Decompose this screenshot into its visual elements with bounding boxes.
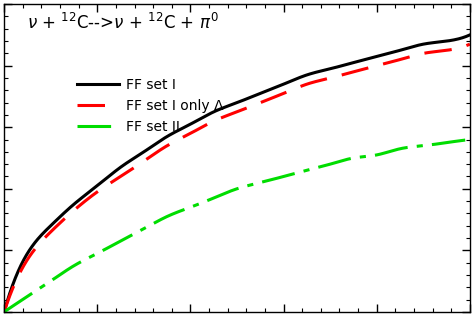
FF set I [456, 37, 462, 41]
FF set II [467, 138, 473, 142]
FF set I only Δ [225, 113, 231, 117]
FF set I only Δ [222, 114, 228, 118]
FF set I [253, 93, 259, 97]
Text: $\nu$ + $^{12}$C-->$\nu$ + $^{12}$C + $\pi^0$: $\nu$ + $^{12}$C-->$\nu$ + $^{12}$C + $\… [27, 13, 219, 33]
FF set I [279, 83, 284, 87]
FF set I only Δ [1, 310, 7, 314]
FF set I only Δ [467, 42, 473, 46]
FF set I only Δ [383, 61, 389, 65]
FF set I [1, 310, 7, 314]
FF set II [1, 310, 7, 314]
Legend: FF set I, FF set I only Δ, FF set II: FF set I, FF set I only Δ, FF set II [72, 73, 229, 140]
FF set II [253, 182, 259, 185]
Line: FF set I only Δ: FF set I only Δ [4, 44, 470, 312]
FF set II [456, 139, 462, 143]
Line: FF set II: FF set II [4, 140, 470, 312]
FF set I [222, 105, 228, 109]
FF set II [383, 151, 389, 155]
FF set I [383, 52, 389, 56]
FF set I [225, 104, 231, 108]
FF set II [222, 191, 228, 195]
FF set I only Δ [456, 46, 462, 50]
FF set II [279, 175, 284, 179]
Line: FF set I: FF set I [4, 35, 470, 312]
FF set I only Δ [253, 102, 259, 106]
FF set I only Δ [279, 92, 284, 96]
FF set I [467, 33, 473, 37]
FF set II [225, 190, 231, 194]
